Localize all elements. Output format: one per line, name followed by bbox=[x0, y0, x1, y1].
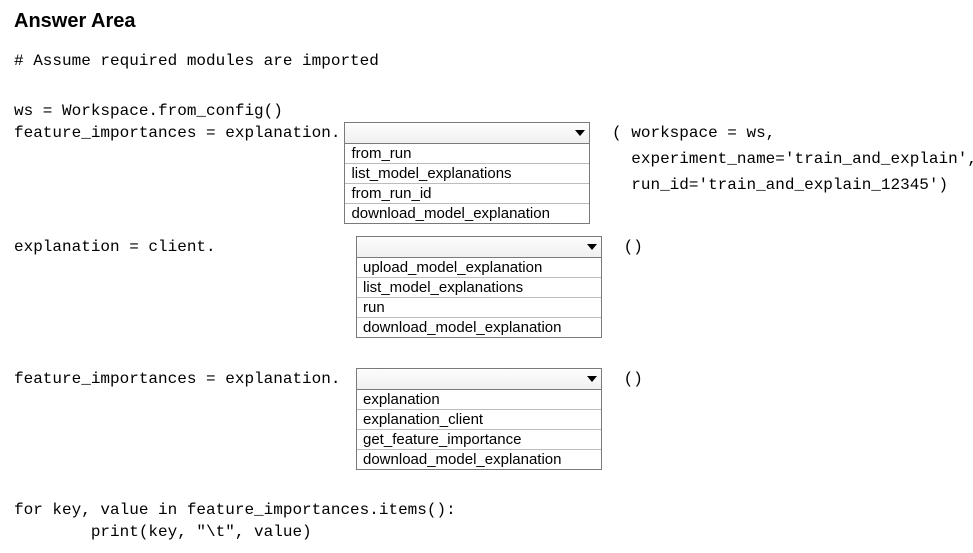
dropdown-1-option[interactable]: list_model_explanations bbox=[345, 164, 589, 184]
chevron-down-icon bbox=[587, 376, 597, 382]
dropdown-1[interactable]: from_run list_model_explanations from_ru… bbox=[344, 122, 590, 224]
code-line-3: feature_importances = explanation. expla… bbox=[14, 368, 959, 470]
page-title: Answer Area bbox=[14, 10, 959, 33]
dropdown-2-option[interactable]: run bbox=[357, 298, 601, 318]
dropdown-1-option[interactable]: from_run bbox=[345, 144, 589, 164]
dropdown-3-option[interactable]: get_feature_importance bbox=[357, 430, 601, 450]
code-line-2: explanation = client. upload_model_expla… bbox=[14, 236, 959, 338]
dropdown-2-options: upload_model_explanation list_model_expl… bbox=[356, 258, 602, 338]
dropdown-1-options: from_run list_model_explanations from_ru… bbox=[344, 144, 590, 224]
code-comment: # Assume required modules are imported bbox=[14, 51, 959, 73]
chevron-down-icon bbox=[587, 244, 597, 250]
dropdown-3-options: explanation explanation_client get_featu… bbox=[356, 390, 602, 470]
dropdown-3-option[interactable]: download_model_explanation bbox=[357, 450, 601, 469]
dropdown-2-option[interactable]: download_model_explanation bbox=[357, 318, 601, 337]
dropdown-2-option[interactable]: list_model_explanations bbox=[357, 278, 601, 298]
code-line-1-right-a: ( workspace = ws, bbox=[594, 122, 973, 142]
code-line-1-right-c: run_id='train_and_explain_12345') bbox=[594, 168, 973, 194]
code-line-3-left: feature_importances = explanation. bbox=[14, 368, 352, 388]
code-line-3-right: () bbox=[606, 368, 643, 388]
dropdown-1-option[interactable]: download_model_explanation bbox=[345, 204, 589, 223]
dropdown-1-option[interactable]: from_run_id bbox=[345, 184, 589, 204]
code-loop-a: for key, value in feature_importances.it… bbox=[14, 500, 959, 522]
code-line-2-right: () bbox=[606, 236, 643, 256]
dropdown-3-option[interactable]: explanation bbox=[357, 390, 601, 410]
code-ws-line: ws = Workspace.from_config() bbox=[14, 101, 959, 123]
code-loop-b: print(key, "\t", value) bbox=[14, 522, 959, 544]
dropdown-3[interactable]: explanation explanation_client get_featu… bbox=[356, 368, 602, 470]
code-line-2-left: explanation = client. bbox=[14, 236, 352, 256]
code-line-1: feature_importances = explanation. from_… bbox=[14, 122, 959, 224]
chevron-down-icon bbox=[575, 130, 585, 136]
dropdown-3-select[interactable] bbox=[356, 368, 602, 390]
dropdown-2[interactable]: upload_model_explanation list_model_expl… bbox=[356, 236, 602, 338]
code-line-1-right: ( workspace = ws, experiment_name='train… bbox=[594, 122, 973, 194]
dropdown-2-select[interactable] bbox=[356, 236, 602, 258]
dropdown-2-option[interactable]: upload_model_explanation bbox=[357, 258, 601, 278]
code-line-1-right-b: experiment_name='train_and_explain', bbox=[594, 142, 973, 168]
dropdown-3-option[interactable]: explanation_client bbox=[357, 410, 601, 430]
dropdown-1-select[interactable] bbox=[344, 122, 590, 144]
code-line-1-left: feature_importances = explanation. bbox=[14, 122, 340, 142]
